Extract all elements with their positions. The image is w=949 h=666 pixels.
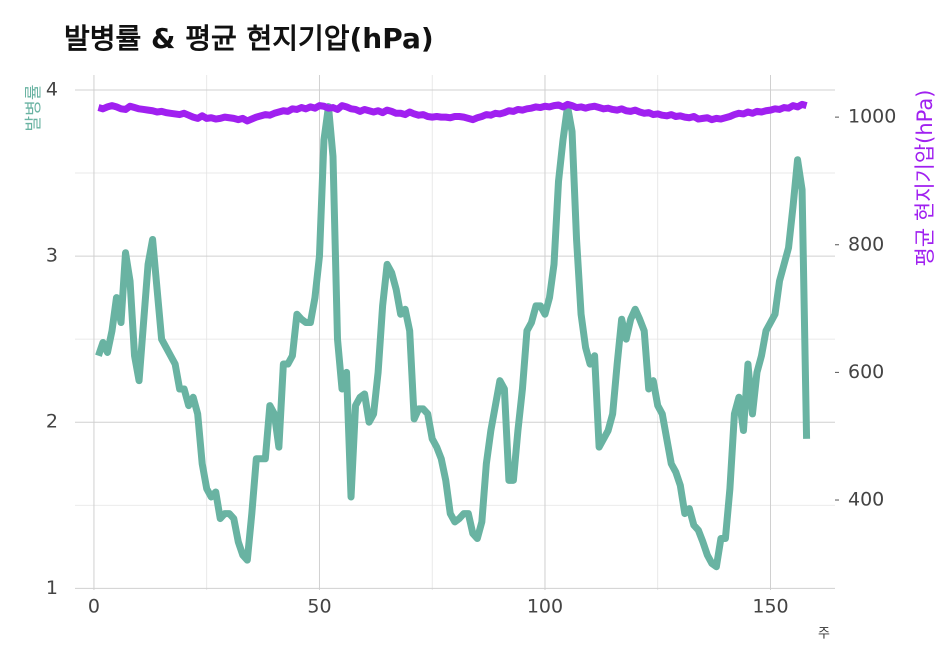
- y2-tick-label: 400: [848, 489, 884, 511]
- y2-tick-label: 600: [848, 361, 884, 383]
- y-tick-label: 3: [46, 245, 58, 267]
- x-tick-label: 150: [752, 596, 788, 618]
- y-tick-label: 2: [46, 411, 58, 433]
- y2-tick-label: 800: [848, 233, 884, 255]
- series-line: [95, 103, 811, 571]
- y2-axis-label: 평균 현지기압(hPa): [913, 90, 937, 267]
- chart-title: 발병률 & 평균 현지기압(hPa): [64, 22, 434, 55]
- y-tick-label: 4: [46, 78, 58, 100]
- series-line: [97, 100, 808, 125]
- y2-tick-label: 1000: [848, 106, 896, 128]
- x-tick-label: 100: [527, 596, 563, 618]
- x-tick-label: 0: [88, 596, 100, 618]
- y-axis-label: 발병률: [24, 85, 44, 132]
- x-tick-label: 50: [307, 596, 331, 618]
- x-axis-label: 주: [818, 627, 830, 642]
- y-tick-label: 1: [46, 577, 58, 599]
